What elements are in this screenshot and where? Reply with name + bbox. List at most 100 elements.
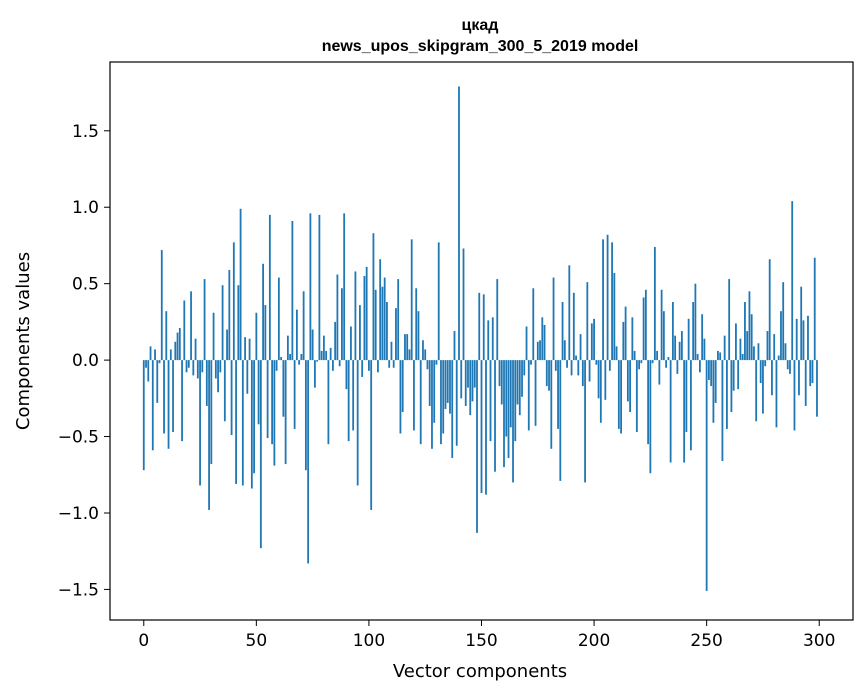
bar-component-218 [633,350,636,361]
bar-component-60 [277,277,280,361]
bar-component-241 [685,360,688,432]
bar-component-208 [611,242,613,361]
bar-component-9 [163,360,165,434]
bar-component-106 [381,286,384,361]
bar-component-85 [334,321,337,361]
bar-component-224 [647,360,650,445]
bar-component-23 [194,338,197,361]
bar-component-213 [622,321,625,361]
bar-component-70 [300,353,303,361]
y-tick-label: 1.5 [72,122,99,142]
y-axis: −1.5 −1.0 −0.5 0.0 0.5 1.0 1.5 [58,122,110,600]
bar-component-131 [437,242,440,361]
bar-component-130 [435,360,438,365]
bar-component-271 [753,346,755,361]
bar-component-14 [174,341,177,361]
bar-component-75 [311,329,314,361]
bar-component-6 [156,360,159,403]
bar-component-193 [577,360,580,376]
bar-component-136 [449,360,451,414]
bar-component-79 [320,350,323,361]
bar-component-82 [327,360,330,445]
bar-component-84 [332,360,334,371]
bar-component-112 [395,308,397,361]
bar-component-8 [160,250,163,361]
bar-component-220 [638,360,641,370]
bar-component-184 [557,360,559,429]
bar-component-268 [746,331,749,361]
bar-component-217 [631,317,634,361]
bar-component-111 [392,360,395,368]
bar-component-176 [539,340,541,361]
bar-component-246 [696,353,699,361]
bar-component-129 [433,360,436,423]
bar-component-273 [757,343,760,361]
bar-component-292 [800,286,803,361]
bar-component-155 [491,317,494,361]
bar-component-239 [680,331,683,361]
bar-component-240 [683,360,686,463]
bar-component-215 [626,360,629,402]
x-tick-label: 50 [246,631,268,651]
bar-component-140 [458,86,460,361]
bar-component-252 [710,360,713,387]
bar-component-165 [514,360,517,442]
bar-component-66 [291,220,294,361]
y-tick-label: −1.5 [58,580,99,600]
bar-component-56 [268,214,271,361]
bar-component-242 [687,318,690,361]
bar-component-205 [604,360,607,400]
bar-component-290 [795,318,798,361]
bar-component-49 [253,360,255,474]
bar-component-190 [570,360,573,376]
bar-component-53 [262,263,264,361]
bar-component-264 [737,360,740,390]
bar-component-139 [455,360,458,446]
bar-component-107 [383,277,386,361]
x-tick-label: 0 [138,631,149,651]
bar-component-203 [599,360,602,423]
bar-component-185 [559,360,562,481]
bar-component-58 [273,360,276,466]
bar-component-30 [210,360,213,465]
bar-component-19 [185,360,188,373]
bar-component-161 [505,360,508,437]
bar-component-258 [723,335,726,361]
bar-component-261 [730,360,733,413]
bar-component-256 [719,352,722,361]
bar-component-100 [368,360,370,371]
bar-component-152 [485,360,487,495]
bar-component-113 [397,279,400,361]
bar-component-214 [624,306,627,361]
bar-component-83 [329,347,332,361]
bar-component-78 [318,214,321,361]
bar-component-270 [750,314,753,361]
bar-component-150 [480,360,483,494]
bar-component-219 [635,360,638,432]
bar-component-48 [250,360,253,489]
bar-component-279 [771,360,773,396]
bar-component-4 [151,360,154,451]
bar-component-10 [165,311,168,361]
x-tick-label: 300 [803,631,835,651]
bar-component-110 [390,341,393,361]
bar-component-102 [372,233,375,361]
bar-component-226 [651,360,654,364]
bar-component-42 [237,285,240,361]
bar-component-121 [415,288,418,361]
bar-component-201 [595,360,598,365]
bar-component-103 [374,289,377,361]
bar-component-154 [489,360,492,442]
bar-component-11 [167,360,170,449]
bar-component-125 [424,349,427,361]
bar-component-227 [653,246,656,361]
bar-component-95 [356,360,359,486]
bar-component-283 [780,311,782,361]
bar-component-69 [298,360,301,365]
bar-component-16 [178,328,181,361]
bar-component-63 [284,360,287,465]
bar-component-15 [176,332,179,361]
bar-component-175 [536,341,539,361]
bar-component-64 [286,335,289,361]
bar-component-251 [708,360,710,380]
